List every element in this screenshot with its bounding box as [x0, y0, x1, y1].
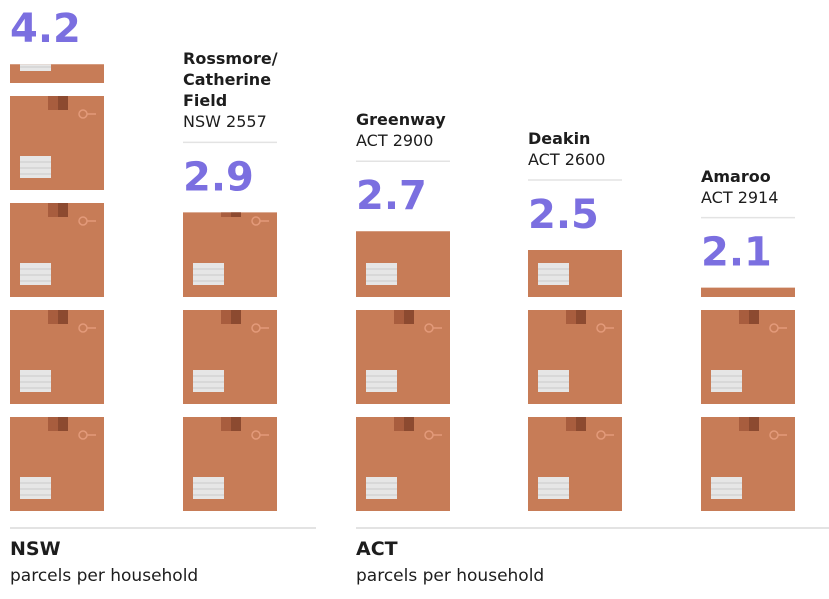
box-label: [20, 156, 51, 178]
parcel: [183, 417, 277, 511]
value-label: 2.5: [528, 192, 599, 238]
box-label: [20, 64, 51, 71]
tape-dark: [749, 310, 759, 324]
group-label: ACT parcels per household: [356, 538, 544, 586]
box-label: [366, 477, 397, 499]
tape-dark: [576, 310, 586, 324]
group-name: NSW: [10, 538, 61, 560]
suburb-name: Greenway: [356, 110, 446, 130]
suburb-name: Amaroo: [701, 166, 771, 186]
parcel: [183, 212, 277, 297]
tape-dark: [576, 417, 586, 431]
tape-dark: [58, 310, 68, 324]
parcel: [356, 417, 450, 511]
tape-dark: [231, 417, 241, 431]
tape-dark: [58, 203, 68, 217]
tape-dark: [231, 310, 241, 324]
value-label: 2.7: [356, 173, 427, 219]
tape-dark: [749, 417, 759, 431]
parcel: [701, 310, 795, 404]
box-label: [538, 370, 569, 392]
box-label: [366, 263, 397, 285]
parcel: [356, 310, 450, 404]
parcel: [528, 310, 622, 404]
tape-dark: [404, 310, 414, 324]
parcel: [10, 96, 104, 190]
box-label: [366, 370, 397, 392]
parcel: [528, 250, 622, 297]
postcode: ACT 2914: [701, 187, 779, 207]
tape-dark: [58, 417, 68, 431]
box-label: [193, 263, 224, 285]
box: [701, 287, 795, 297]
parcel: [10, 203, 104, 297]
box-label: [538, 477, 569, 499]
value-label: 2.1: [701, 230, 772, 276]
box-label: [20, 370, 51, 392]
parcel: [10, 310, 104, 404]
suburb-name: Deakin: [528, 129, 591, 148]
suburb-label: Amaroo ACT 2914: [701, 166, 826, 208]
suburb-label: Rossmore/ Catherine Field NSW 2557: [183, 48, 308, 132]
group-label: NSW parcels per household: [10, 538, 198, 586]
parcel: [701, 417, 795, 511]
box-label: [711, 477, 742, 499]
parcel: [10, 417, 104, 511]
parcel: [356, 231, 450, 297]
tape: [48, 0, 68, 3]
tape-dark: [231, 212, 241, 217]
group-name: ACT: [356, 538, 398, 560]
group-unit: parcels per household: [10, 566, 199, 586]
box-label: [711, 370, 742, 392]
postcode: NSW 2557: [183, 112, 267, 132]
tape-dark: [404, 417, 414, 431]
parcel: [183, 310, 277, 404]
box-label: [193, 477, 224, 499]
suburb-label: Deakin ACT 2600: [528, 128, 653, 170]
parcel: [701, 287, 795, 297]
tape-dark: [58, 96, 68, 110]
box-label: [20, 263, 51, 285]
postcode: ACT 2900: [356, 131, 434, 151]
suburb-label: Greenway ACT 2900: [356, 109, 481, 151]
box-label: [193, 370, 224, 392]
box-label: [20, 477, 51, 499]
value-label: 2.9: [183, 154, 254, 200]
parcel: [528, 417, 622, 511]
parcel: [10, 0, 104, 83]
postcode: ACT 2600: [528, 150, 606, 169]
value-label: 4.2: [10, 6, 81, 52]
group-unit: parcels per household: [356, 566, 545, 586]
box-label: [538, 263, 569, 285]
suburb-name: Rossmore/ Catherine Field: [183, 49, 278, 111]
tape-dark: [58, 0, 68, 3]
